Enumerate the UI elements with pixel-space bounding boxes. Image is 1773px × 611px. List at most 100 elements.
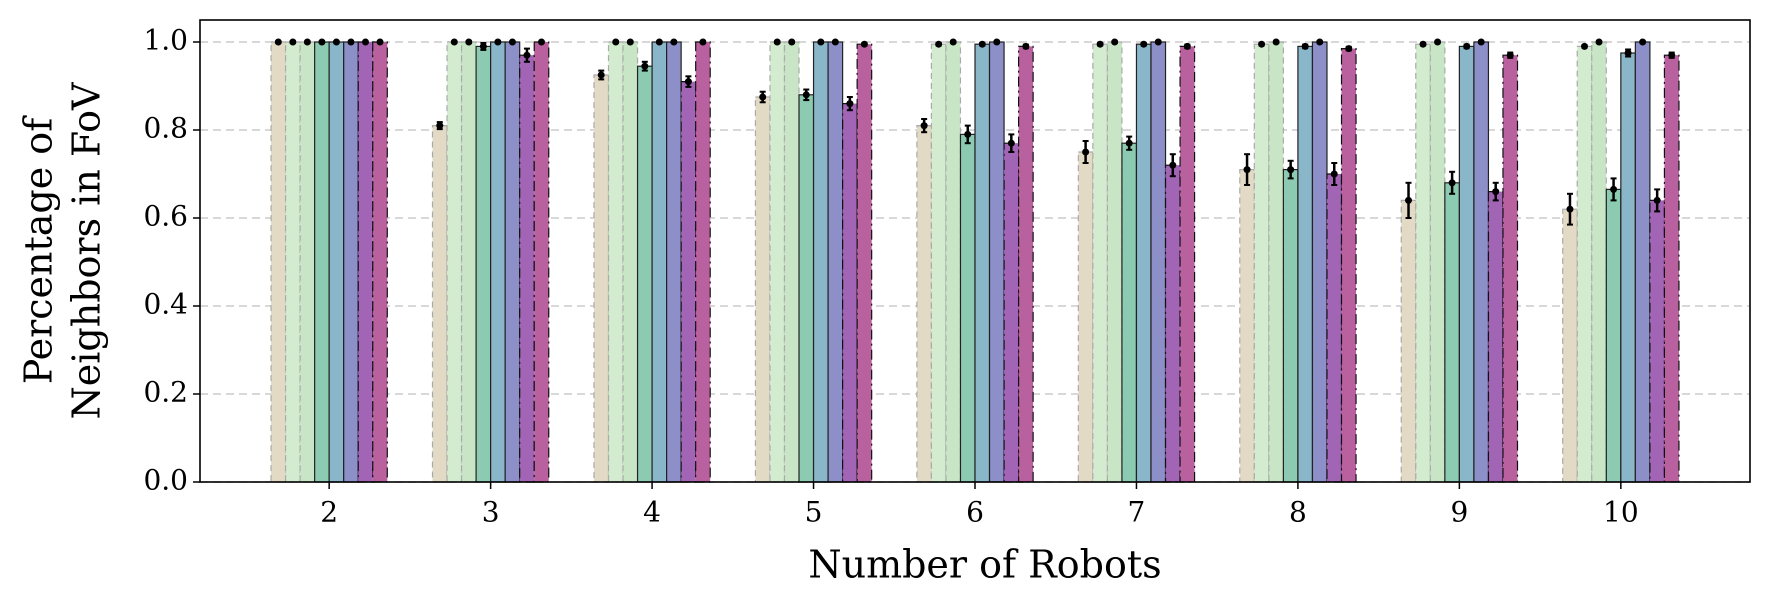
plot-frame — [199, 19, 1751, 483]
mean-dot — [626, 38, 634, 46]
mean-dot — [361, 38, 369, 46]
mean-dot — [1595, 38, 1603, 46]
bar — [328, 41, 345, 483]
mean-dot — [949, 38, 957, 46]
bar — [636, 65, 653, 483]
bar — [754, 96, 771, 483]
mean-dot — [1448, 179, 1456, 187]
mean-dot — [1111, 38, 1119, 46]
mean-dot — [479, 42, 487, 50]
mean-dot — [1581, 42, 1589, 50]
mean-dot — [788, 38, 796, 46]
bar — [1620, 52, 1636, 483]
x-axis-label: Number of Robots — [808, 543, 1161, 587]
y-tick-label: 0.4 — [143, 288, 188, 321]
bar — [1634, 41, 1651, 483]
x-tick-label: 9 — [1450, 496, 1468, 529]
bar — [769, 41, 786, 483]
mean-dot — [1140, 40, 1148, 48]
mean-dot — [1169, 161, 1177, 169]
mean-dot — [494, 38, 502, 46]
bar — [1164, 164, 1181, 483]
bar — [945, 41, 962, 483]
x-tick-label: 5 — [805, 496, 823, 529]
mean-dot — [376, 38, 384, 46]
mean-dot — [1492, 188, 1500, 196]
bar — [533, 41, 550, 483]
mean-dot — [1272, 38, 1280, 46]
mean-dot — [759, 93, 767, 101]
mean-dot — [641, 62, 649, 70]
mean-dot — [289, 38, 297, 46]
mean-dot — [817, 38, 825, 46]
bar — [1179, 45, 1196, 483]
mean-dot — [773, 38, 781, 46]
mean-dot — [1477, 38, 1485, 46]
mean-dot — [1082, 148, 1090, 156]
mean-dot — [1007, 139, 1015, 147]
bar — [988, 41, 1005, 483]
bar — [856, 43, 873, 483]
bar — [842, 102, 858, 483]
y-tick-label: 0.8 — [143, 112, 188, 145]
mean-dot — [1258, 40, 1266, 48]
mean-dot — [1183, 42, 1191, 50]
bar — [1605, 188, 1622, 483]
bar — [593, 74, 610, 483]
bar — [1340, 47, 1357, 483]
bar — [1562, 208, 1578, 483]
bar — [812, 41, 829, 483]
bar — [284, 41, 301, 483]
x-tick-label: 2 — [320, 496, 338, 529]
bar — [1649, 199, 1666, 483]
mean-dot — [670, 38, 678, 46]
bar — [1444, 182, 1460, 483]
mean-dot — [1610, 185, 1618, 193]
bar — [504, 41, 521, 483]
mean-dot — [1316, 38, 1324, 46]
y-axis-label: Percentage of — [17, 115, 61, 384]
mean-dot — [1566, 205, 1574, 213]
mean-dot — [1330, 170, 1338, 178]
mean-dot — [846, 100, 854, 108]
bar — [1150, 41, 1167, 483]
bar — [1415, 43, 1431, 483]
bar — [607, 41, 624, 483]
bar — [783, 41, 800, 483]
mean-dot — [1154, 38, 1162, 46]
bar — [1253, 43, 1270, 483]
bar — [357, 41, 374, 483]
mean-dot — [450, 38, 458, 46]
mean-dot — [802, 91, 810, 99]
bar — [916, 124, 933, 483]
mean-dot — [1125, 139, 1133, 147]
mean-dot — [1506, 51, 1514, 59]
mean-dot — [920, 122, 928, 130]
y-tick-label: 1.0 — [143, 24, 188, 57]
y-tick-label: 0.0 — [143, 464, 188, 497]
bar — [1458, 45, 1475, 483]
mean-dot — [1022, 42, 1030, 50]
x-tick-label: 8 — [1289, 496, 1307, 529]
mean-dot — [699, 38, 707, 46]
mean-dot — [1653, 196, 1661, 204]
mean-dot — [1668, 51, 1676, 59]
bar — [1400, 199, 1417, 483]
mean-dot — [597, 71, 605, 79]
bar — [930, 43, 947, 483]
bar — [974, 43, 991, 483]
x-tick-label: 3 — [482, 496, 500, 529]
bar — [1268, 41, 1284, 483]
bar — [270, 41, 287, 483]
mean-dot — [303, 38, 311, 46]
mean-dot — [1434, 38, 1442, 46]
y-axis-label: Neighbors in FoV — [65, 82, 109, 420]
mean-dot — [332, 38, 340, 46]
mean-dot — [347, 38, 355, 46]
bar — [680, 80, 697, 483]
bar — [622, 41, 639, 483]
bar — [314, 41, 330, 483]
bar — [798, 94, 815, 483]
bar — [372, 41, 388, 483]
